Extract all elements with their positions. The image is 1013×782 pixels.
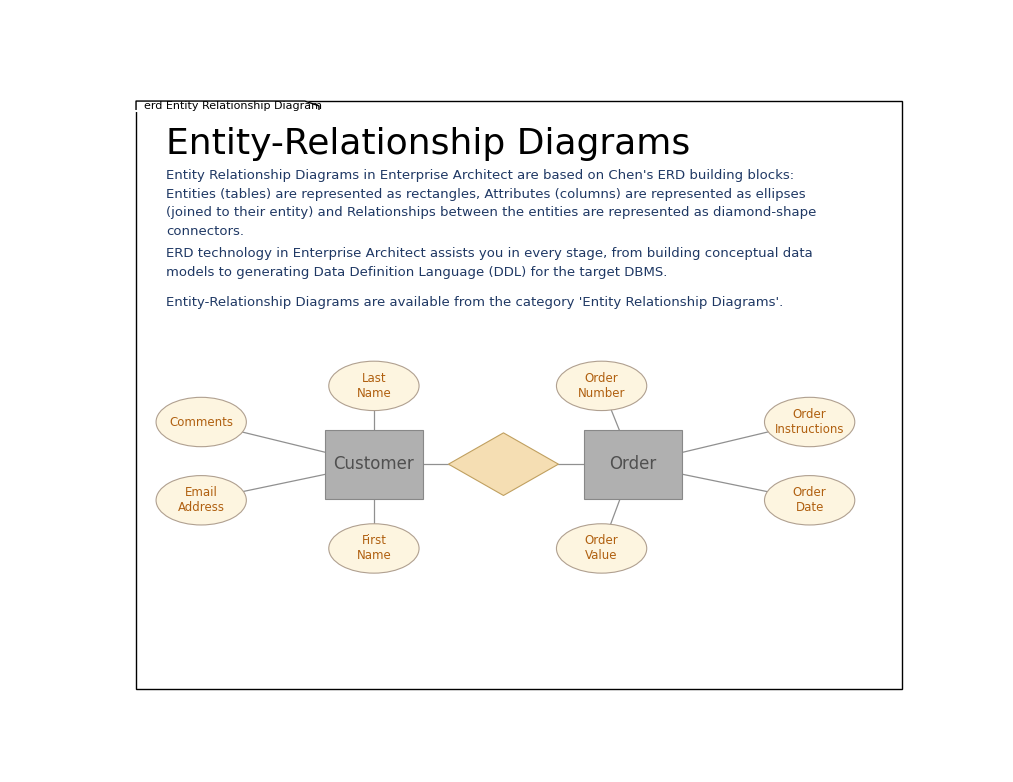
Ellipse shape [329, 361, 419, 411]
Ellipse shape [765, 475, 855, 525]
Text: ERD technology in Enterprise Architect assists you in every stage, from building: ERD technology in Enterprise Architect a… [166, 247, 812, 279]
Text: Order
Date: Order Date [793, 486, 827, 515]
Text: Order
Instructions: Order Instructions [775, 408, 845, 436]
Polygon shape [449, 433, 558, 496]
FancyBboxPatch shape [583, 429, 682, 499]
Ellipse shape [156, 397, 246, 447]
Text: Order
Value: Order Value [585, 534, 619, 562]
Polygon shape [136, 101, 319, 111]
Text: First
Name: First Name [357, 534, 391, 562]
Ellipse shape [765, 397, 855, 447]
Text: Entity-Relationship Diagrams: Entity-Relationship Diagrams [166, 127, 690, 161]
Ellipse shape [556, 361, 646, 411]
Text: Order
Number: Order Number [577, 372, 625, 400]
Text: Email
Address: Email Address [177, 486, 225, 515]
Text: Comments: Comments [169, 415, 233, 429]
Ellipse shape [329, 524, 419, 573]
Text: Last
Name: Last Name [357, 372, 391, 400]
Text: Order: Order [610, 455, 656, 473]
FancyBboxPatch shape [325, 429, 423, 499]
Text: erd Entity Relationship Diagram: erd Entity Relationship Diagram [144, 101, 322, 111]
Text: Entity-Relationship Diagrams are available from the category 'Entity Relationshi: Entity-Relationship Diagrams are availab… [166, 296, 783, 309]
Text: Customer: Customer [333, 455, 414, 473]
Ellipse shape [156, 475, 246, 525]
Text: Entity Relationship Diagrams in Enterprise Architect are based on Chen's ERD bui: Entity Relationship Diagrams in Enterpri… [166, 169, 816, 238]
FancyBboxPatch shape [136, 101, 903, 689]
Ellipse shape [556, 524, 646, 573]
